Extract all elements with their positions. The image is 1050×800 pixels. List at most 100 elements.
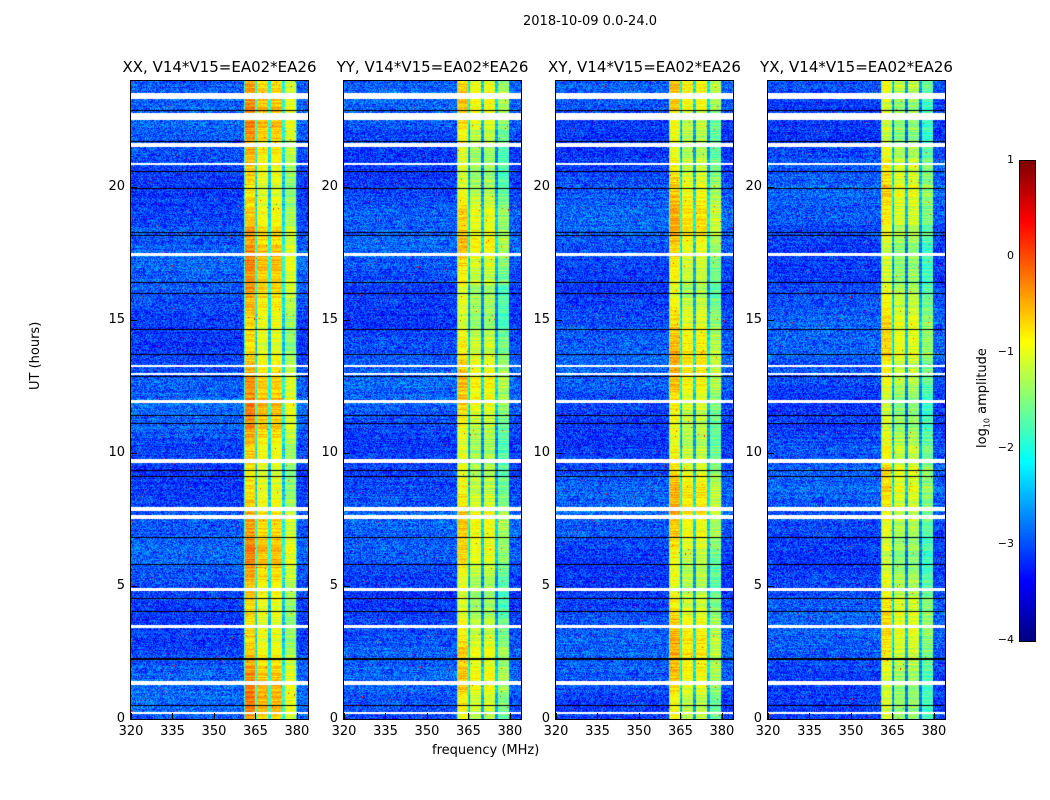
panel-title: XY, V14*V15=EA02*EA26 <box>548 58 741 76</box>
colorbar-tick-label: 0 <box>1007 249 1014 262</box>
colorbar-tick-label: −4 <box>997 633 1014 646</box>
x-tick-mark <box>556 713 557 719</box>
panel-0: XX, V14*V15=EA02*EA26 320 335 350 365 380 0 5 10… <box>108 58 316 739</box>
x-tick-mark <box>597 713 599 719</box>
x-tick-label: 320 <box>118 724 144 739</box>
x-tick-label: 335 <box>373 724 398 739</box>
x-tick-mark <box>385 713 387 719</box>
y-tick-mark <box>344 320 350 322</box>
y-tick-label: 20 <box>108 179 125 195</box>
spectrogram-heatmap <box>768 81 945 719</box>
x-tick-mark <box>509 713 511 719</box>
x-tick-mark <box>296 713 298 719</box>
x-tick-label: 320 <box>331 724 357 739</box>
x-tick-label: 365 <box>243 724 268 739</box>
spectrogram-heatmap <box>344 81 521 719</box>
spectrogram-heatmap <box>131 81 308 719</box>
x-tick-label: 380 <box>497 724 523 739</box>
colorbar-tick-label: 1 <box>1007 153 1014 166</box>
x-tick-mark <box>131 713 132 719</box>
y-tick-mark <box>344 187 350 189</box>
x-tick-label: 365 <box>456 724 481 739</box>
x-tick-label: 335 <box>160 724 185 739</box>
y-tick-label: 0 <box>753 711 762 726</box>
y-axis-label: UT (hours) <box>28 321 43 390</box>
y-tick-mark <box>556 320 562 322</box>
colorbar-tick-label: −1 <box>997 345 1014 358</box>
y-tick-label: 10 <box>533 445 550 461</box>
y-tick-mark <box>768 187 774 189</box>
y-tick-mark <box>556 453 562 455</box>
y-tick-mark <box>131 586 137 588</box>
y-tick-label: 5 <box>541 578 550 594</box>
y-tick-label: 20 <box>745 179 762 195</box>
x-tick-mark <box>850 713 852 719</box>
panel-1: YY, V14*V15=EA02*EA26 320 335 350 365 380 0 5 10… <box>321 58 528 739</box>
x-tick-label: 350 <box>626 724 652 739</box>
colorbar <box>1019 160 1036 642</box>
panel-title: YX, V14*V15=EA02*EA26 <box>760 58 953 76</box>
x-tick-mark <box>680 713 682 719</box>
y-tick-mark <box>344 719 350 720</box>
y-tick-label: 0 <box>329 711 338 726</box>
x-tick-label: 380 <box>709 724 735 739</box>
y-tick-mark <box>131 453 137 455</box>
y-tick-mark <box>556 719 562 720</box>
x-tick-label: 350 <box>838 724 864 739</box>
y-tick-label: 0 <box>541 711 550 726</box>
panel-title: YY, V14*V15=EA02*EA26 <box>336 58 529 76</box>
x-tick-mark <box>892 713 894 719</box>
y-tick-label: 5 <box>753 578 762 594</box>
y-tick-label: 20 <box>321 179 338 195</box>
x-tick-mark <box>426 713 428 719</box>
x-tick-label: 320 <box>755 724 781 739</box>
x-tick-label: 350 <box>201 724 227 739</box>
colorbar-tick-label: −3 <box>997 537 1014 550</box>
y-tick-mark <box>131 719 137 720</box>
panel-3: YX, V14*V15=EA02*EA26 320 335 350 365 380 0 5 10… <box>745 58 952 739</box>
colorbar-label: log10 amplitude <box>975 348 992 448</box>
y-tick-label: 0 <box>116 711 125 726</box>
x-tick-mark <box>809 713 811 719</box>
y-tick-mark <box>768 320 774 322</box>
x-tick-label: 365 <box>668 724 693 739</box>
y-tick-label: 15 <box>745 312 762 328</box>
y-tick-mark <box>768 719 774 720</box>
x-tick-mark <box>721 713 723 719</box>
x-tick-mark <box>933 713 935 719</box>
y-tick-mark <box>344 586 350 588</box>
x-tick-label: 335 <box>585 724 610 739</box>
x-axis-label: frequency (MHz) <box>432 743 540 758</box>
x-tick-label: 350 <box>414 724 440 739</box>
x-tick-mark <box>768 713 769 719</box>
y-tick-mark <box>131 187 137 189</box>
spectrogram-heatmap <box>556 81 733 719</box>
y-tick-label: 5 <box>116 578 125 594</box>
y-tick-label: 10 <box>745 445 762 461</box>
y-tick-label: 10 <box>108 445 125 461</box>
y-tick-label: 15 <box>108 312 125 328</box>
x-tick-label: 380 <box>284 724 310 739</box>
y-tick-label: 15 <box>321 312 338 328</box>
x-tick-mark <box>344 713 345 719</box>
x-tick-label: 380 <box>921 724 947 739</box>
x-tick-label: 365 <box>880 724 905 739</box>
x-tick-mark <box>213 713 215 719</box>
y-tick-label: 20 <box>533 179 550 195</box>
y-tick-mark <box>768 453 774 455</box>
y-tick-mark <box>556 187 562 189</box>
y-tick-mark <box>131 320 137 322</box>
colorbar-tick-label: −2 <box>997 441 1014 454</box>
y-tick-label: 15 <box>533 312 550 328</box>
colorbar-gradient <box>1020 161 1035 641</box>
x-tick-label: 320 <box>543 724 569 739</box>
x-tick-mark <box>638 713 640 719</box>
y-tick-label: 10 <box>321 445 338 461</box>
panel-title: XX, V14*V15=EA02*EA26 <box>122 58 317 76</box>
y-tick-mark <box>344 453 350 455</box>
y-tick-mark <box>556 586 562 588</box>
x-tick-mark <box>255 713 257 719</box>
y-tick-label: 5 <box>329 578 338 594</box>
x-tick-mark <box>172 713 174 719</box>
